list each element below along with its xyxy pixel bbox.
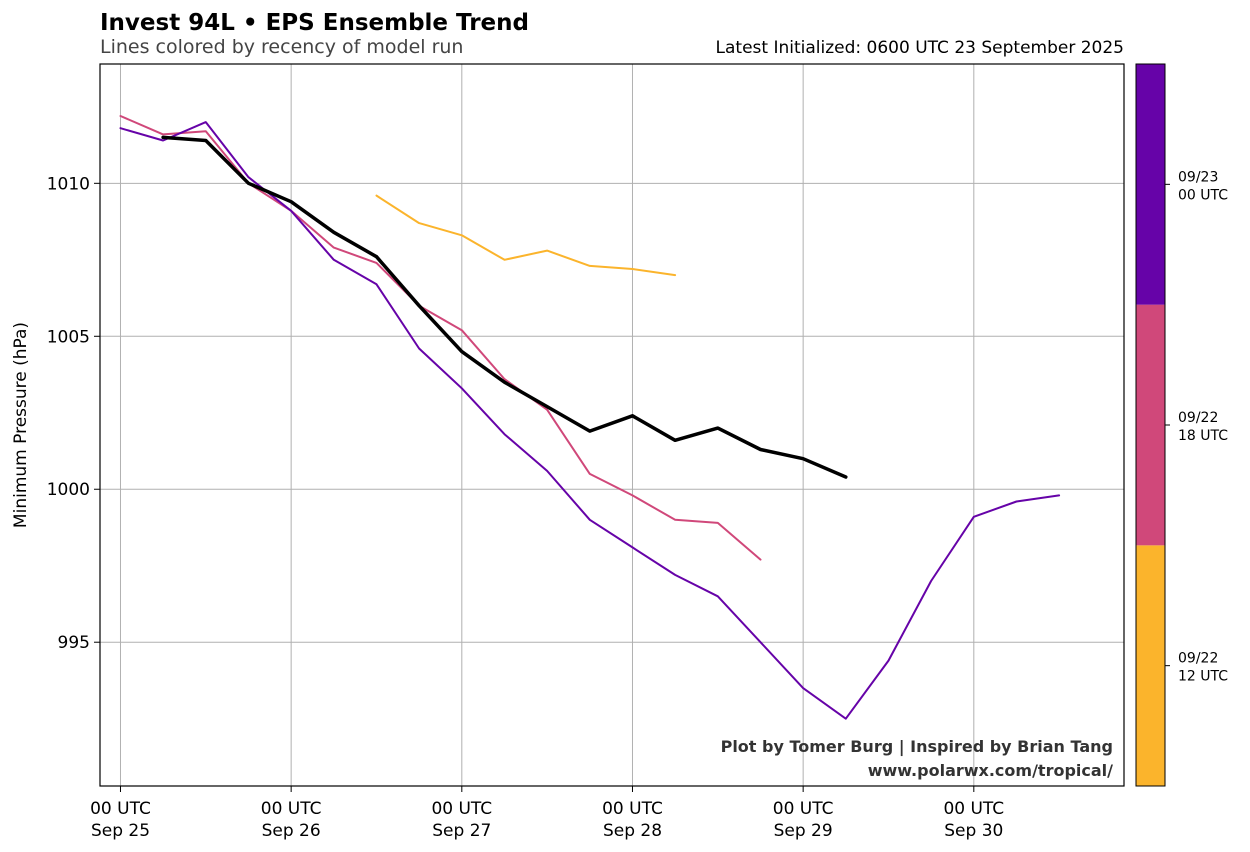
x-tick-label: 00 UTC <box>773 799 834 819</box>
series-lines <box>119 115 1061 720</box>
series-line-09-22-12-utc <box>375 194 677 277</box>
y-tick-label: 1010 <box>47 174 90 194</box>
x-tick-date: Sep 27 <box>432 821 491 841</box>
series-line-09-23-00-utc <box>119 121 1061 720</box>
colorbar-label-date: 09/23 <box>1178 169 1218 185</box>
colorbar-label-time: 00 UTC <box>1178 187 1228 203</box>
series-line-ensemble-mean <box>161 135 848 479</box>
y-tick-label: 1000 <box>47 480 90 500</box>
colorbar-segment <box>1136 545 1165 786</box>
x-tick-label: 00 UTC <box>602 799 663 819</box>
grid <box>100 64 1124 786</box>
x-tick-date: Sep 29 <box>774 821 833 841</box>
colorbar-label-date: 09/22 <box>1178 410 1218 426</box>
colorbar-frame <box>1135 63 1166 787</box>
colorbar: 09/22 12 UTC 09/22 18 UTC 09/23 00 UTC <box>1135 63 1228 787</box>
x-tick-label: 00 UTC <box>90 799 151 819</box>
x-tick-date: Sep 25 <box>91 821 150 841</box>
series-line-09-22-18-utc <box>119 115 762 561</box>
credit-line-1: Plot by Tomer Burg | Inspired by Brian T… <box>721 737 1113 757</box>
initialized-label: Latest Initialized: 0600 UTC 23 Septembe… <box>716 38 1124 58</box>
colorbar-segment <box>1136 304 1165 546</box>
x-tick-label: 00 UTC <box>943 799 1004 819</box>
x-tick-label: 00 UTC <box>431 799 492 819</box>
x-tick-date: Sep 26 <box>262 821 321 841</box>
y-axis-label: Minimum Pressure (hPa) <box>11 322 31 528</box>
chart-title: Invest 94L • EPS Ensemble Trend <box>100 10 529 36</box>
plot-frame <box>99 63 1125 787</box>
colorbar-label-time: 12 UTC <box>1178 669 1228 685</box>
chart-subtitle: Lines colored by recency of model run <box>100 36 463 58</box>
colorbar-segment <box>1136 64 1165 305</box>
y-tick-label: 1005 <box>47 327 90 347</box>
x-tick-date: Sep 28 <box>603 821 662 841</box>
colorbar-label-date: 09/22 <box>1178 651 1218 667</box>
x-tick-date: Sep 30 <box>944 821 1003 841</box>
credit-line-2: www.polarwx.com/tropical/ <box>868 761 1113 780</box>
colorbar-label-time: 18 UTC <box>1178 428 1228 444</box>
y-tick-label: 995 <box>58 633 90 653</box>
x-tick-label: 00 UTC <box>261 799 322 819</box>
